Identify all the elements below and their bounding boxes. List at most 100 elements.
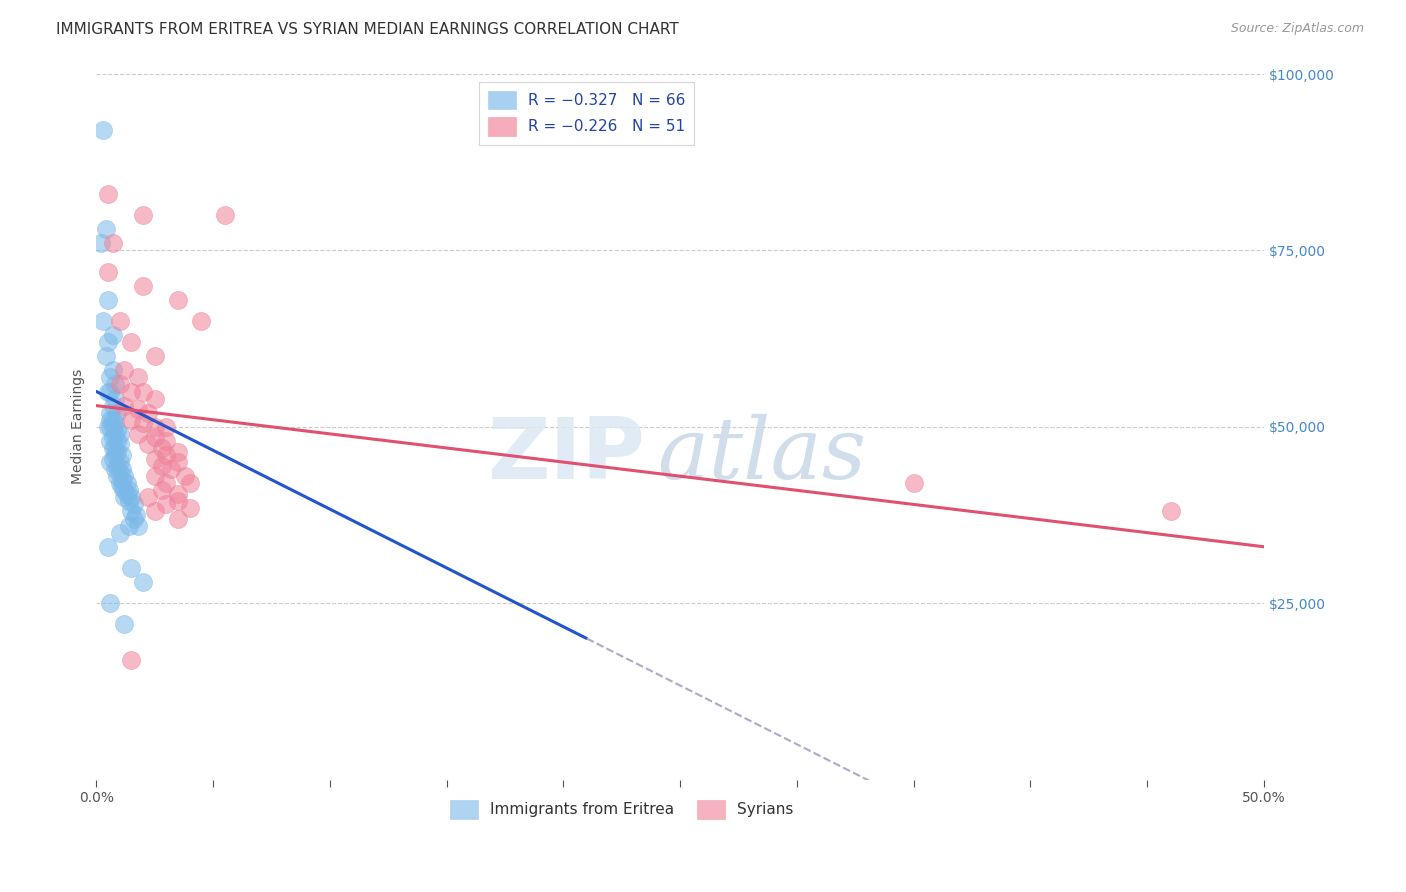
Point [143,451,166,466]
Point [105,434,128,448]
Point [132,417,155,431]
Point [108,525,131,540]
Point [118,518,141,533]
Point [179,500,201,515]
Point [98,384,121,399]
Point [167,455,190,469]
Point [155,434,177,448]
Point [132,384,155,399]
Point [98,406,121,420]
Point [97,384,120,399]
Point [155,476,177,491]
Point [104,417,127,431]
Point [105,444,128,458]
Point [104,392,127,406]
Point [167,293,190,307]
Point [108,476,131,491]
Point [167,494,190,508]
Point [155,448,177,462]
Point [136,491,159,505]
Point [101,399,124,413]
Point [105,458,128,473]
Point [111,473,134,487]
Point [160,462,183,476]
Point [143,349,166,363]
Point [98,413,121,427]
Point [90,236,112,251]
Point [118,483,141,498]
Point [143,392,166,406]
Point [112,399,135,413]
Point [104,426,127,441]
Point [104,462,127,476]
Point [98,455,121,469]
Point [105,406,128,420]
Point [112,469,135,483]
Point [127,370,149,384]
Legend: Immigrants from Eritrea, Syrians: Immigrants from Eritrea, Syrians [444,794,800,825]
Point [101,413,124,427]
Point [94,222,117,236]
Text: atlas: atlas [657,414,866,496]
Text: ZIP: ZIP [488,414,645,497]
Point [112,363,135,377]
Point [104,377,127,392]
Point [104,441,127,455]
Point [143,430,166,444]
Point [155,498,177,512]
Point [108,377,131,392]
Point [101,328,124,343]
Text: Source: ZipAtlas.com: Source: ZipAtlas.com [1230,22,1364,36]
Point [94,349,117,363]
Point [1160,504,1182,518]
Point [112,617,135,632]
Point [122,498,145,512]
Point [122,511,145,525]
Point [108,466,131,480]
Point [108,455,131,469]
Point [190,314,212,328]
Point [132,278,155,293]
Y-axis label: Median Earnings: Median Earnings [72,369,86,484]
Point [112,483,135,498]
Point [155,419,177,434]
Point [136,437,159,451]
Point [167,444,190,458]
Point [98,434,121,448]
Point [108,426,131,441]
Point [115,476,138,491]
Point [105,469,128,483]
Point [111,462,134,476]
Text: IMMIGRANTS FROM ERITREA VS SYRIAN MEDIAN EARNINGS CORRELATION CHART: IMMIGRANTS FROM ERITREA VS SYRIAN MEDIAN… [56,22,679,37]
Point [98,596,121,610]
Point [174,469,197,483]
Point [98,370,121,384]
Point [214,208,236,222]
Point [98,419,121,434]
Point [97,540,120,554]
Point [108,314,131,328]
Point [132,208,155,222]
Point [112,491,135,505]
Point [120,504,142,518]
Point [97,293,120,307]
Point [105,423,128,437]
Point [120,413,142,427]
Point [150,441,173,455]
Point [97,186,120,201]
Point [93,123,115,137]
Point [118,494,141,508]
Point [143,504,166,518]
Point [120,335,142,350]
Point [111,448,134,462]
Point [104,448,127,462]
Point [136,406,159,420]
Point [97,419,120,434]
Point [101,419,124,434]
Point [127,402,149,417]
Point [179,476,201,491]
Point [115,487,138,501]
Point [111,480,134,494]
Point [150,458,173,473]
Point [97,264,120,278]
